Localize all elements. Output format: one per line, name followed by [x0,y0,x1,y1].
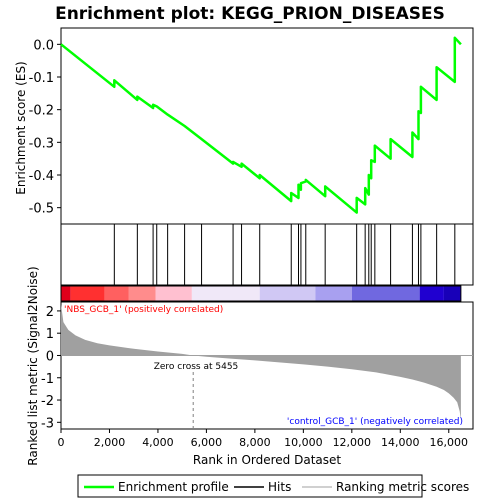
es-y-tick-label: 0.0 [33,38,54,53]
x-tick-label: 0 [58,436,65,449]
color-bar-segment [155,286,192,301]
legend-label-hits: Hits [268,480,291,494]
color-bar-segment [315,286,352,301]
metric-y-tick-label: -3 [41,416,54,431]
legend-label-ranking-metric: Ranking metric scores [336,480,469,494]
negative-correlation-label: 'control_GCB_1' (negatively correlated) [287,417,463,427]
x-tick-label: 10,000 [284,436,323,449]
es-y-tick-label: -0.4 [29,169,54,184]
chart-title: Enrichment plot: KEGG_PRION_DISEASES [55,4,445,24]
ranking-color-bar [60,285,462,302]
color-bar-segment [191,286,260,301]
color-bar-segment [419,286,444,301]
es-y-tick-label: -0.5 [29,202,54,217]
metric-y-tick-label: -2 [41,394,54,409]
legend-label-enrichment-profile: Enrichment profile [118,480,229,494]
x-tick-label: 4,000 [142,436,174,449]
color-bar-segment [443,286,461,301]
metric-y-tick-label: 0 [46,349,54,364]
x-axis-label: Rank in Ordered Dataset [193,453,341,467]
color-bar-frame [60,285,462,302]
metric-y-tick-label: 1 [46,327,54,342]
color-bar-segment [61,286,71,301]
color-bar-segment [70,286,105,301]
x-tick-label: 16,000 [430,436,469,449]
positive-correlation-label: 'NBS_GCB_1' (positively correlated) [64,305,223,315]
metric-y-tick-label: 2 [46,305,54,320]
x-tick-label: 2,000 [94,436,126,449]
es-y-tick-label: -0.1 [29,71,54,86]
x-tick-label: 12,000 [333,436,372,449]
color-bar-segment [128,286,156,301]
x-tick-label: 6,000 [191,436,223,449]
enrichment-profile-line [60,36,462,214]
metric-panel: 2 1 0 -1 -2 -3 'NBS_GCB_1' (positively correl… [41,301,474,431]
metric-y-axis-label: Ranked list metric (Signal2Noise) [26,266,40,465]
ranking-metric-area [61,304,461,421]
es-y-tick-label: -0.3 [29,136,54,151]
color-bar-segment [351,286,420,301]
color-bar-segment [259,286,316,301]
hits-panel [60,223,474,286]
color-bar-segment [104,286,129,301]
es-y-axis-label: Enrichment score (ES) [14,61,28,194]
metric-y-tick-label: -1 [41,372,54,387]
es-y-tick-label: -0.2 [29,104,54,119]
zero-cross-label: Zero cross at 5455 [154,362,239,372]
x-tick-label: 14,000 [381,436,420,449]
x-tick-label: 8,000 [239,436,271,449]
legend: Enrichment profile Hits Ranking metric s… [77,474,469,498]
es-panel: 0.0 -0.1 -0.2 -0.3 -0.4 -0.5 [29,27,474,225]
